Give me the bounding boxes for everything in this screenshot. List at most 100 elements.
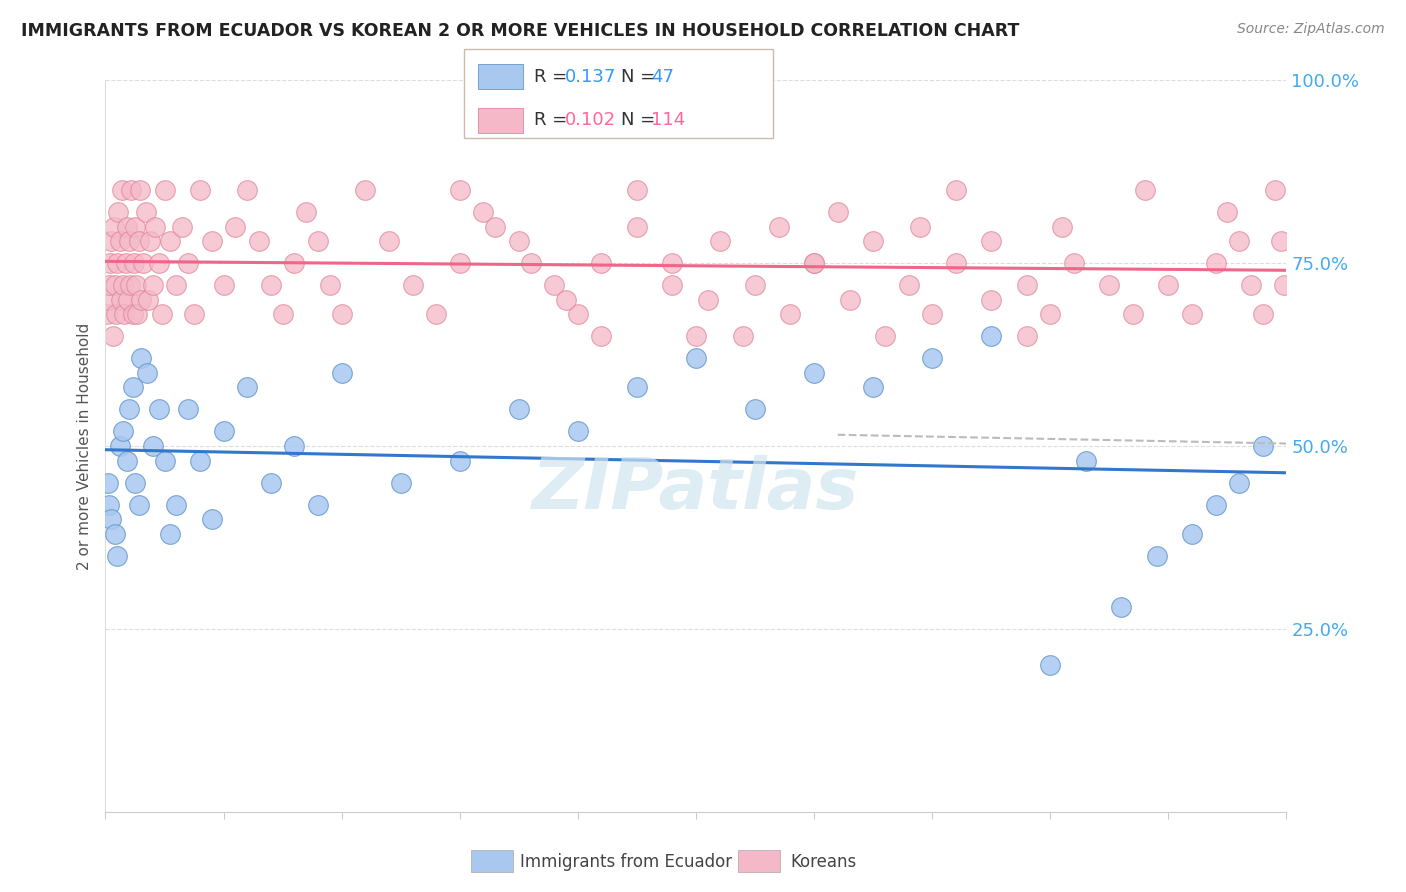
Point <box>508 402 530 417</box>
Point <box>112 425 135 439</box>
Point <box>1251 439 1274 453</box>
Point <box>827 205 849 219</box>
Point <box>177 256 200 270</box>
Point <box>519 256 541 270</box>
Point <box>121 380 143 394</box>
Point <box>101 329 124 343</box>
Point <box>1039 307 1062 321</box>
Point <box>104 526 127 541</box>
Point <box>744 278 766 293</box>
Point <box>120 183 142 197</box>
Point <box>768 219 790 234</box>
Point <box>744 402 766 417</box>
Text: R =: R = <box>534 68 574 86</box>
Point <box>128 183 150 197</box>
Point <box>1146 549 1168 563</box>
Point <box>378 234 401 248</box>
Point <box>139 234 162 248</box>
Point <box>1133 183 1156 197</box>
Point <box>108 439 131 453</box>
Point <box>103 219 125 234</box>
Point <box>142 278 165 293</box>
Point <box>626 380 648 394</box>
Point <box>118 402 141 417</box>
Point <box>354 183 377 197</box>
Point <box>685 329 707 343</box>
Point <box>105 549 128 563</box>
Text: N =: N = <box>621 112 661 129</box>
Point <box>1272 278 1295 293</box>
Point <box>873 329 896 343</box>
Point <box>132 256 155 270</box>
Point <box>1205 256 1227 270</box>
Point <box>449 453 471 467</box>
Point <box>626 183 648 197</box>
Point <box>862 234 884 248</box>
Point <box>118 234 141 248</box>
Point <box>247 234 270 248</box>
Point <box>685 351 707 366</box>
Point <box>472 205 495 219</box>
Point <box>115 453 138 467</box>
Point <box>307 498 329 512</box>
Point <box>108 234 131 248</box>
Point <box>921 307 943 321</box>
Text: 0.137: 0.137 <box>565 68 617 86</box>
Point <box>980 293 1002 307</box>
Point <box>945 183 967 197</box>
Point <box>555 293 578 307</box>
Point <box>1264 183 1286 197</box>
Point <box>567 425 589 439</box>
Point <box>696 293 718 307</box>
Point <box>1050 219 1073 234</box>
Point <box>1039 658 1062 673</box>
Point <box>484 219 506 234</box>
Point <box>709 234 731 248</box>
Point <box>159 234 181 248</box>
Point <box>543 278 565 293</box>
Point <box>260 278 283 293</box>
Point <box>980 329 1002 343</box>
Point <box>129 351 152 366</box>
Point <box>143 219 166 234</box>
Point <box>307 234 329 248</box>
Point <box>1157 278 1180 293</box>
Point <box>1015 278 1038 293</box>
Point <box>112 278 135 293</box>
Point <box>449 183 471 197</box>
Point <box>980 234 1002 248</box>
Point <box>104 278 127 293</box>
Point <box>122 256 145 270</box>
Point <box>1109 599 1132 614</box>
Point <box>1063 256 1085 270</box>
Point <box>124 475 146 490</box>
Point <box>117 293 139 307</box>
Point <box>1181 307 1204 321</box>
Point <box>135 366 157 380</box>
Y-axis label: 2 or more Vehicles in Household: 2 or more Vehicles in Household <box>77 322 93 570</box>
Point <box>135 205 157 219</box>
Text: Koreans: Koreans <box>790 853 856 871</box>
Point <box>97 475 120 490</box>
Point <box>1227 234 1250 248</box>
Point <box>283 439 305 453</box>
Point <box>121 307 143 321</box>
Text: Immigrants from Ecuador: Immigrants from Ecuador <box>520 853 733 871</box>
Point <box>120 278 142 293</box>
Point <box>803 366 825 380</box>
Point <box>100 512 122 526</box>
Point <box>567 307 589 321</box>
Point <box>1216 205 1239 219</box>
Point <box>449 256 471 270</box>
Point <box>1251 307 1274 321</box>
Point <box>1122 307 1144 321</box>
Point <box>153 453 176 467</box>
Point <box>128 234 150 248</box>
Point <box>661 278 683 293</box>
Point <box>201 512 224 526</box>
Point <box>96 307 118 321</box>
Point <box>128 498 150 512</box>
Point <box>224 219 246 234</box>
Point <box>803 256 825 270</box>
Point <box>114 256 136 270</box>
